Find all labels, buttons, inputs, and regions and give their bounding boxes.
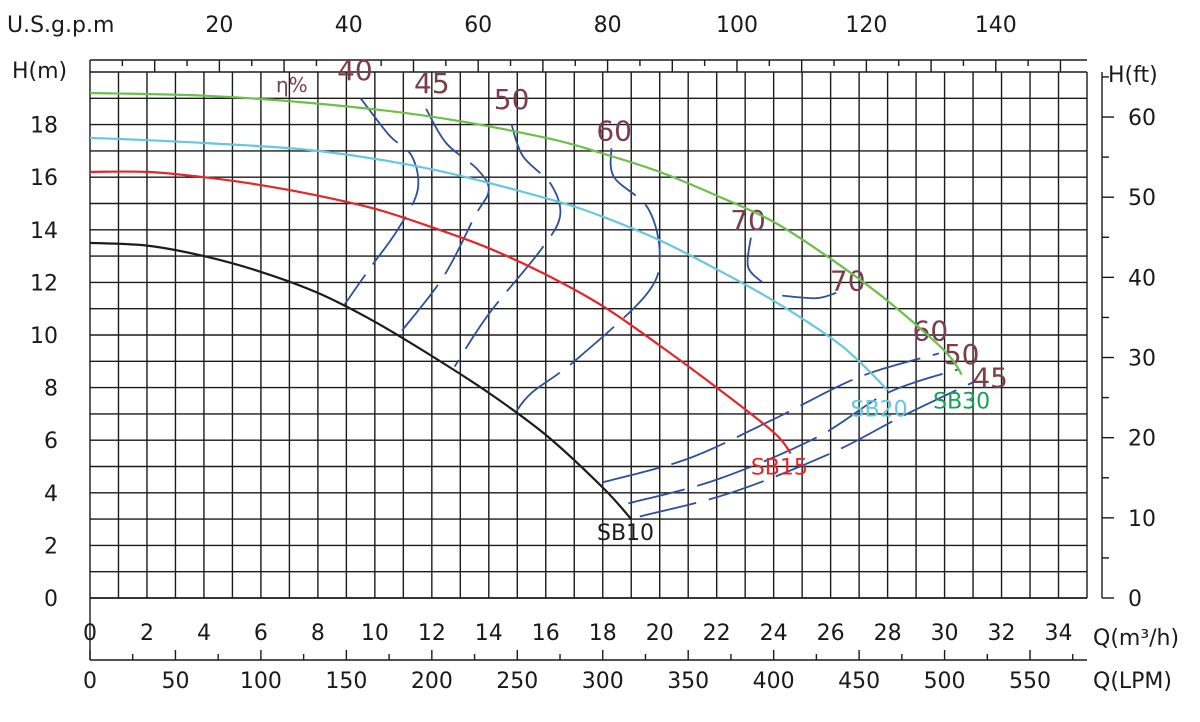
y-axis-title-left: H(m) <box>12 59 67 84</box>
lpm-tick-label: 0 <box>83 669 97 694</box>
x-tick-label: 32 <box>988 621 1016 646</box>
ft-tick-label: 40 <box>1128 266 1156 291</box>
lpm-tick-label: 350 <box>667 669 709 694</box>
curve-label-sb10: SB10 <box>597 521 654 546</box>
efficiency-line-60 <box>602 352 940 484</box>
ft-tick-label: 60 <box>1128 106 1156 131</box>
curve-sb30 <box>89 91 963 376</box>
efficiency-line-45 <box>639 381 974 518</box>
gpm-tick-label: 80 <box>594 13 622 38</box>
x-tick-label: 2 <box>140 621 154 646</box>
x-tick-label: 20 <box>646 621 674 646</box>
x-tick-label: 16 <box>532 621 560 646</box>
efficiency-line-70 <box>746 237 763 284</box>
ft-tick-label: 0 <box>1128 587 1142 612</box>
gpm-tick-label: 60 <box>464 13 492 38</box>
x-tick-label: 28 <box>874 621 902 646</box>
curve-label-sb20: SB20 <box>851 398 908 423</box>
x-tick-label: 6 <box>254 621 268 646</box>
curve-sb10 <box>89 241 633 520</box>
efficiency-label: 45 <box>414 67 450 100</box>
gpm-tick-label: 100 <box>716 13 758 38</box>
efficiency-line-50 <box>628 368 960 505</box>
lpm-tick-label: 500 <box>924 669 966 694</box>
efficiency-label: 50 <box>944 338 980 371</box>
y-tick-label: 10 <box>30 324 58 349</box>
ft-tick-label: 10 <box>1128 507 1156 532</box>
x-tick-label: 0 <box>83 621 97 646</box>
x-axis-title-m3h: Q(m³/h) <box>1093 626 1179 651</box>
y-axis-title-right: H(ft) <box>1108 63 1158 88</box>
lpm-tick-label: 400 <box>753 669 795 694</box>
curve-label-sb15: SB15 <box>751 455 808 480</box>
y-tick-label: 16 <box>30 166 58 191</box>
x-tick-label: 4 <box>197 621 211 646</box>
ft-tick-label: 20 <box>1128 427 1156 452</box>
lpm-tick-label: 300 <box>582 669 624 694</box>
lpm-tick-label: 250 <box>496 669 538 694</box>
gpm-tick-label: 40 <box>335 13 363 38</box>
x-tick-label: 12 <box>418 621 446 646</box>
efficiency-label: 60 <box>913 314 949 347</box>
y-tick-label: 12 <box>30 271 58 296</box>
lpm-tick-label: 550 <box>1009 669 1051 694</box>
efficiency-line-50 <box>453 124 562 368</box>
x-tick-label: 8 <box>311 621 325 646</box>
x-tick-label: 34 <box>1045 621 1073 646</box>
efficiency-label: 50 <box>494 83 530 116</box>
efficiency-line-70 <box>782 292 837 300</box>
x-tick-label: 30 <box>931 621 959 646</box>
curve-label-sb30: SB30 <box>933 390 990 415</box>
y-tick-label: 8 <box>44 377 58 402</box>
x-tick-label: 24 <box>760 621 788 646</box>
gpm-tick-label: 20 <box>205 13 233 38</box>
y-tick-label: 4 <box>44 482 58 507</box>
efficiency-label: 60 <box>596 114 632 147</box>
efficiency-line-45 <box>399 108 490 333</box>
lpm-tick-label: 450 <box>838 669 880 694</box>
x-tick-label: 10 <box>361 621 389 646</box>
efficiency-line-60 <box>513 148 661 415</box>
y-tick-label: 14 <box>30 219 58 244</box>
y-tick-label: 2 <box>44 534 58 559</box>
efficiency-label: 40 <box>337 54 373 87</box>
gpm-tick-label: 140 <box>975 13 1017 38</box>
y-tick-label: 0 <box>44 587 58 612</box>
x-axis-title-gpm: U.S.g.p.m <box>7 13 114 38</box>
y-tick-label: 6 <box>44 429 58 454</box>
lpm-tick-label: 100 <box>240 669 282 694</box>
efficiency-label: 45 <box>972 362 1008 395</box>
gpm-tick-label: 120 <box>845 13 887 38</box>
efficiency-line-40 <box>342 97 420 307</box>
curve-labels: SB10 SB15 SB20 SB30 <box>597 390 990 547</box>
lpm-tick-label: 50 <box>161 669 189 694</box>
x-tick-label: 18 <box>589 621 617 646</box>
curve-sb15 <box>89 170 792 455</box>
x-tick-label: 26 <box>817 621 845 646</box>
efficiency-symbol: η% <box>276 73 308 97</box>
lpm-tick-label: 150 <box>325 669 367 694</box>
head-curves <box>89 91 963 520</box>
ft-tick-label: 30 <box>1128 347 1156 372</box>
x-tick-label: 14 <box>475 621 503 646</box>
x-tick-label: 22 <box>703 621 731 646</box>
lpm-tick-label: 200 <box>411 669 453 694</box>
x-axis-title-lpm: Q(LPM) <box>1093 669 1172 694</box>
axes <box>89 59 1114 661</box>
y-tick-label: 18 <box>30 114 58 139</box>
grid <box>89 71 1088 599</box>
ft-tick-label: 50 <box>1128 186 1156 211</box>
curve-sb20 <box>89 136 889 391</box>
